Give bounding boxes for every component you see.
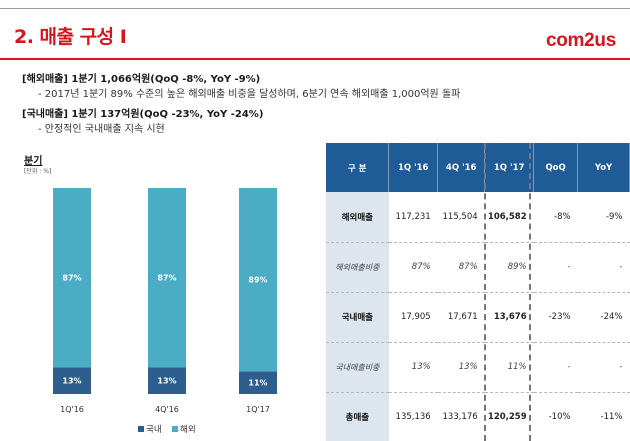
table-header-row: 구 분 1Q '16 4Q '16 1Q '17 QoQ YoY — [326, 143, 630, 192]
table-row: 해외매출비중 87% 87% 89% - - — [326, 242, 630, 293]
row-label: 국내매출 — [326, 292, 389, 343]
table-cell: 106,582 — [484, 192, 534, 243]
bar-value-label: 13% — [157, 377, 176, 386]
table-row: 총매출 135,136 133,176 120,259 -10% -11% — [326, 392, 630, 441]
overseas-summary-detail: - 2017년 1분기 89% 수준의 높은 해외매출 비중을 달성하며, 6분… — [38, 89, 461, 100]
table-row: 국내매출 17,905 17,671 13,676 -23% -24% — [326, 292, 630, 343]
bar-국내-1Q'16 — [53, 367, 91, 394]
bar-국내-1Q'17 — [239, 371, 277, 394]
table-cell: -9% — [577, 192, 630, 243]
header-1q16: 1Q '16 — [388, 143, 439, 192]
domestic-summary-detail: - 안정적인 국내매출 지속 시현 — [38, 124, 165, 135]
table-cell: 17,905 — [388, 292, 438, 343]
bar-국내-4Q'16 — [148, 367, 186, 394]
bar-value-label: 87% — [62, 274, 81, 283]
top-divider — [0, 8, 630, 9]
table-cell: -8% — [533, 192, 578, 243]
bar-해외-4Q'16 — [148, 188, 186, 368]
row-label: 해외매출 — [326, 192, 389, 243]
table-cell: - — [533, 242, 578, 293]
table-cell: - — [533, 342, 578, 393]
table-row: 해외매출 117,231 115,504 106,582 -8% -9% — [326, 192, 630, 243]
header-4q16: 4Q '16 — [437, 143, 486, 192]
table-cell: 87% — [388, 242, 438, 293]
table-cell: 117,231 — [388, 192, 438, 243]
table-cell: 13% — [437, 342, 485, 393]
header-1q17: 1Q '17 — [484, 143, 535, 192]
table-cell: 120,259 — [484, 392, 534, 441]
table-cell: - — [577, 242, 630, 293]
table-cell: 115,504 — [437, 192, 485, 243]
page-title: 2. 매출 구성 I — [14, 26, 127, 48]
table-cell: 87% — [437, 242, 485, 293]
x-tick-label: 1Q'17 — [246, 405, 270, 414]
overseas-summary-heading: [해외매출] 1분기 1,066억원(QoQ -8%, YoY -9%) — [22, 74, 261, 85]
row-label: 총매출 — [326, 392, 389, 441]
table-cell: -11% — [577, 392, 630, 441]
table-cell: 13,676 — [484, 292, 534, 343]
bar-value-label: 13% — [62, 377, 81, 386]
bar-해외-1Q'17 — [239, 188, 277, 372]
bar-해외-1Q'16 — [53, 188, 91, 368]
legend-swatch-해외 — [172, 426, 178, 432]
table-cell: - — [577, 342, 630, 393]
legend-swatch-국내 — [138, 426, 144, 432]
domestic-summary-heading: [국내매출] 1분기 137억원(QoQ -23%, YoY -24%) — [22, 109, 264, 120]
table-cell: 13% — [388, 342, 438, 393]
chart-unit: [단위 : %] — [24, 168, 52, 175]
stacked-bar-chart: 13% 87% 1Q'16 13% 87% 4Q'16 11% 89% 1Q'17 국내 해외 — [53, 188, 277, 435]
company-logo: com2us — [545, 30, 616, 51]
summary-section: [해외매출] 1분기 1,066억원(QoQ -8%, YoY -9%) - 2… — [22, 72, 460, 137]
legend-label: 해외 — [180, 424, 196, 435]
revenue-table: 구 분 1Q '16 4Q '16 1Q '17 QoQ YoY 해외매출 117… — [326, 143, 630, 441]
table-cell: -10% — [533, 392, 578, 441]
row-label: 해외매출비중 — [326, 242, 389, 293]
chart-title: 분기 — [24, 156, 43, 167]
x-tick-label: 1Q'16 — [60, 405, 84, 414]
bar-value-label: 87% — [157, 274, 176, 283]
bar-value-label: 89% — [248, 276, 267, 285]
table-cell: 133,176 — [437, 392, 485, 441]
header-qoq: QoQ — [533, 143, 579, 192]
revenue-share-chart: 분기 [단위 : %] 13% 87% 1Q'16 13% 87% 4Q'16 11% 89%… — [22, 146, 318, 441]
table-cell: 11% — [484, 342, 534, 393]
bar-value-label: 11% — [248, 379, 267, 388]
table-cell: -23% — [533, 292, 578, 343]
table-cell: 89% — [484, 242, 534, 293]
legend-label: 국내 — [146, 425, 162, 435]
table-cell: -24% — [577, 292, 630, 343]
header-yoy: YoY — [577, 143, 630, 192]
table-cell: 17,671 — [437, 292, 485, 343]
x-tick-label: 4Q'16 — [155, 405, 179, 414]
header-category: 구 분 — [326, 143, 390, 192]
title-underline — [0, 58, 630, 60]
row-label: 국내매출비중 — [326, 342, 389, 393]
table-cell: 135,136 — [388, 392, 438, 441]
table-row: 국내매출비중 13% 13% 11% - - — [326, 342, 630, 393]
